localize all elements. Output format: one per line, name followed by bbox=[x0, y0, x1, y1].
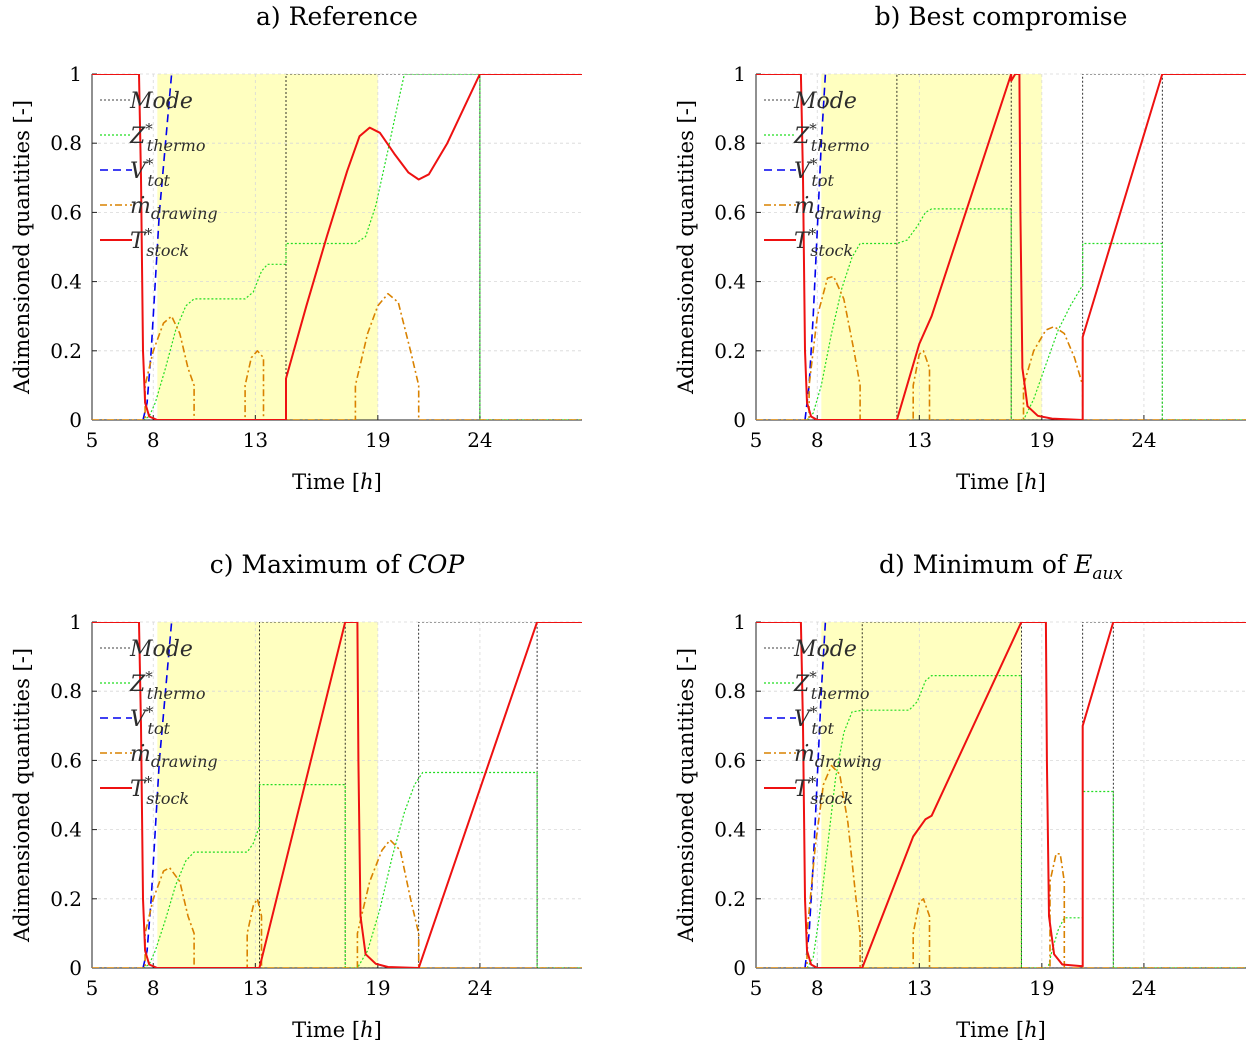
x-tick-label: 8 bbox=[147, 428, 160, 452]
series-line bbox=[756, 275, 1246, 420]
chart-panel: 5 8 13 19 24 0 0.2 0.4 0.6 0.8 1 a) Reference Time [… bbox=[10, 2, 582, 494]
y-tick-label: 1 bbox=[69, 62, 82, 86]
y-axis-label: Adimensioned quantities [-] bbox=[674, 648, 698, 943]
x-tick-label: 24 bbox=[1131, 428, 1156, 452]
legend-label: ṁdrawing bbox=[794, 194, 882, 223]
x-tick-label: 5 bbox=[750, 976, 763, 1000]
x-tick-label: 5 bbox=[750, 428, 763, 452]
series-line bbox=[806, 675, 1246, 968]
x-tick-label: 8 bbox=[811, 428, 824, 452]
series-line bbox=[806, 208, 1246, 420]
chart-title: d) Minimum of Eaux bbox=[879, 550, 1123, 584]
x-tick-label: 13 bbox=[243, 428, 268, 452]
x-tick-label: 13 bbox=[907, 428, 932, 452]
x-tick-label: 8 bbox=[147, 976, 160, 1000]
chart-panel: 5 8 13 19 24 0 0.2 0.4 0.6 0.8 1 c) Maximum of COP T… bbox=[10, 550, 582, 1042]
x-tick-label: 19 bbox=[365, 428, 390, 452]
y-tick-label: 1 bbox=[733, 610, 746, 634]
y-tick-label: 0.6 bbox=[50, 748, 82, 772]
shaded-region bbox=[157, 622, 378, 968]
series-line bbox=[756, 74, 1246, 420]
x-tick-label: 24 bbox=[467, 976, 492, 1000]
y-tick-label: 0.8 bbox=[714, 679, 746, 703]
y-tick-label: 0.2 bbox=[714, 339, 746, 363]
y-tick-label: 0 bbox=[733, 408, 746, 432]
series-group bbox=[756, 622, 1246, 968]
x-tick-label: 5 bbox=[86, 428, 99, 452]
series-line bbox=[92, 74, 582, 420]
y-tick-label: 0.2 bbox=[50, 887, 82, 911]
x-tick-label: 13 bbox=[243, 976, 268, 1000]
y-tick-label: 0.4 bbox=[714, 270, 746, 294]
series-line bbox=[142, 74, 582, 420]
y-tick-label: 0.6 bbox=[714, 748, 746, 772]
shaded-region bbox=[157, 74, 378, 420]
y-tick-label: 0.6 bbox=[50, 200, 82, 224]
series-line bbox=[92, 839, 582, 968]
legend-label: Mode bbox=[129, 637, 193, 662]
y-tick-label: 1 bbox=[733, 62, 746, 86]
y-tick-label: 0.4 bbox=[50, 818, 82, 842]
x-tick-label: 8 bbox=[811, 976, 824, 1000]
legend-label: Mode bbox=[793, 637, 857, 662]
x-tick-label: 19 bbox=[1029, 976, 1054, 1000]
series-line bbox=[142, 74, 173, 420]
x-tick-label: 24 bbox=[1131, 976, 1156, 1000]
series-line bbox=[92, 292, 582, 420]
x-tick-label: 13 bbox=[907, 976, 932, 1000]
x-tick-label: 24 bbox=[467, 428, 492, 452]
legend-label: Mode bbox=[129, 89, 193, 114]
chart-title: b) Best compromise bbox=[875, 2, 1128, 31]
series-line bbox=[756, 622, 1246, 968]
chart-title: c) Maximum of COP bbox=[210, 550, 466, 579]
y-tick-label: 0 bbox=[69, 956, 82, 980]
shaded-region bbox=[821, 622, 1022, 968]
x-axis-label: Time [h] bbox=[956, 1018, 1046, 1042]
y-tick-label: 0 bbox=[733, 956, 746, 980]
series-line bbox=[92, 622, 582, 968]
shaded-region bbox=[821, 74, 1042, 420]
y-tick-label: 0.6 bbox=[714, 200, 746, 224]
x-axis-label: Time [h] bbox=[956, 470, 1046, 494]
y-tick-label: 0.2 bbox=[714, 887, 746, 911]
chart-panel: 5 8 13 19 24 0 0.2 0.4 0.6 0.8 1 d) Minimum of Eaux… bbox=[674, 550, 1246, 1042]
x-axis-label: Time [h] bbox=[292, 1018, 382, 1042]
series-line bbox=[92, 622, 582, 968]
y-axis-label: Adimensioned quantities [-] bbox=[674, 100, 698, 395]
y-tick-label: 0.8 bbox=[714, 131, 746, 155]
series-group bbox=[92, 74, 582, 420]
x-axis-label: Time [h] bbox=[292, 470, 382, 494]
x-tick-label: 5 bbox=[86, 976, 99, 1000]
y-tick-label: 0.2 bbox=[50, 339, 82, 363]
y-tick-label: 0 bbox=[69, 408, 82, 432]
y-tick-label: 0.4 bbox=[714, 818, 746, 842]
y-tick-label: 1 bbox=[69, 610, 82, 634]
chart-panel: 5 8 13 19 24 0 0.2 0.4 0.6 0.8 1 b) Best compromise… bbox=[674, 2, 1246, 494]
series-group bbox=[92, 622, 582, 968]
x-tick-label: 19 bbox=[1029, 428, 1054, 452]
series-line bbox=[804, 622, 827, 968]
chart-title: a) Reference bbox=[256, 2, 418, 31]
y-axis-label: Adimensioned quantities [-] bbox=[10, 100, 34, 395]
y-tick-label: 0.8 bbox=[50, 131, 82, 155]
y-tick-label: 0.8 bbox=[50, 679, 82, 703]
series-group bbox=[756, 74, 1246, 420]
y-axis-label: Adimensioned quantities [-] bbox=[10, 648, 34, 943]
y-tick-label: 0.4 bbox=[50, 270, 82, 294]
legend-label: Mode bbox=[793, 89, 857, 114]
x-tick-label: 19 bbox=[365, 976, 390, 1000]
series-line bbox=[142, 622, 173, 968]
